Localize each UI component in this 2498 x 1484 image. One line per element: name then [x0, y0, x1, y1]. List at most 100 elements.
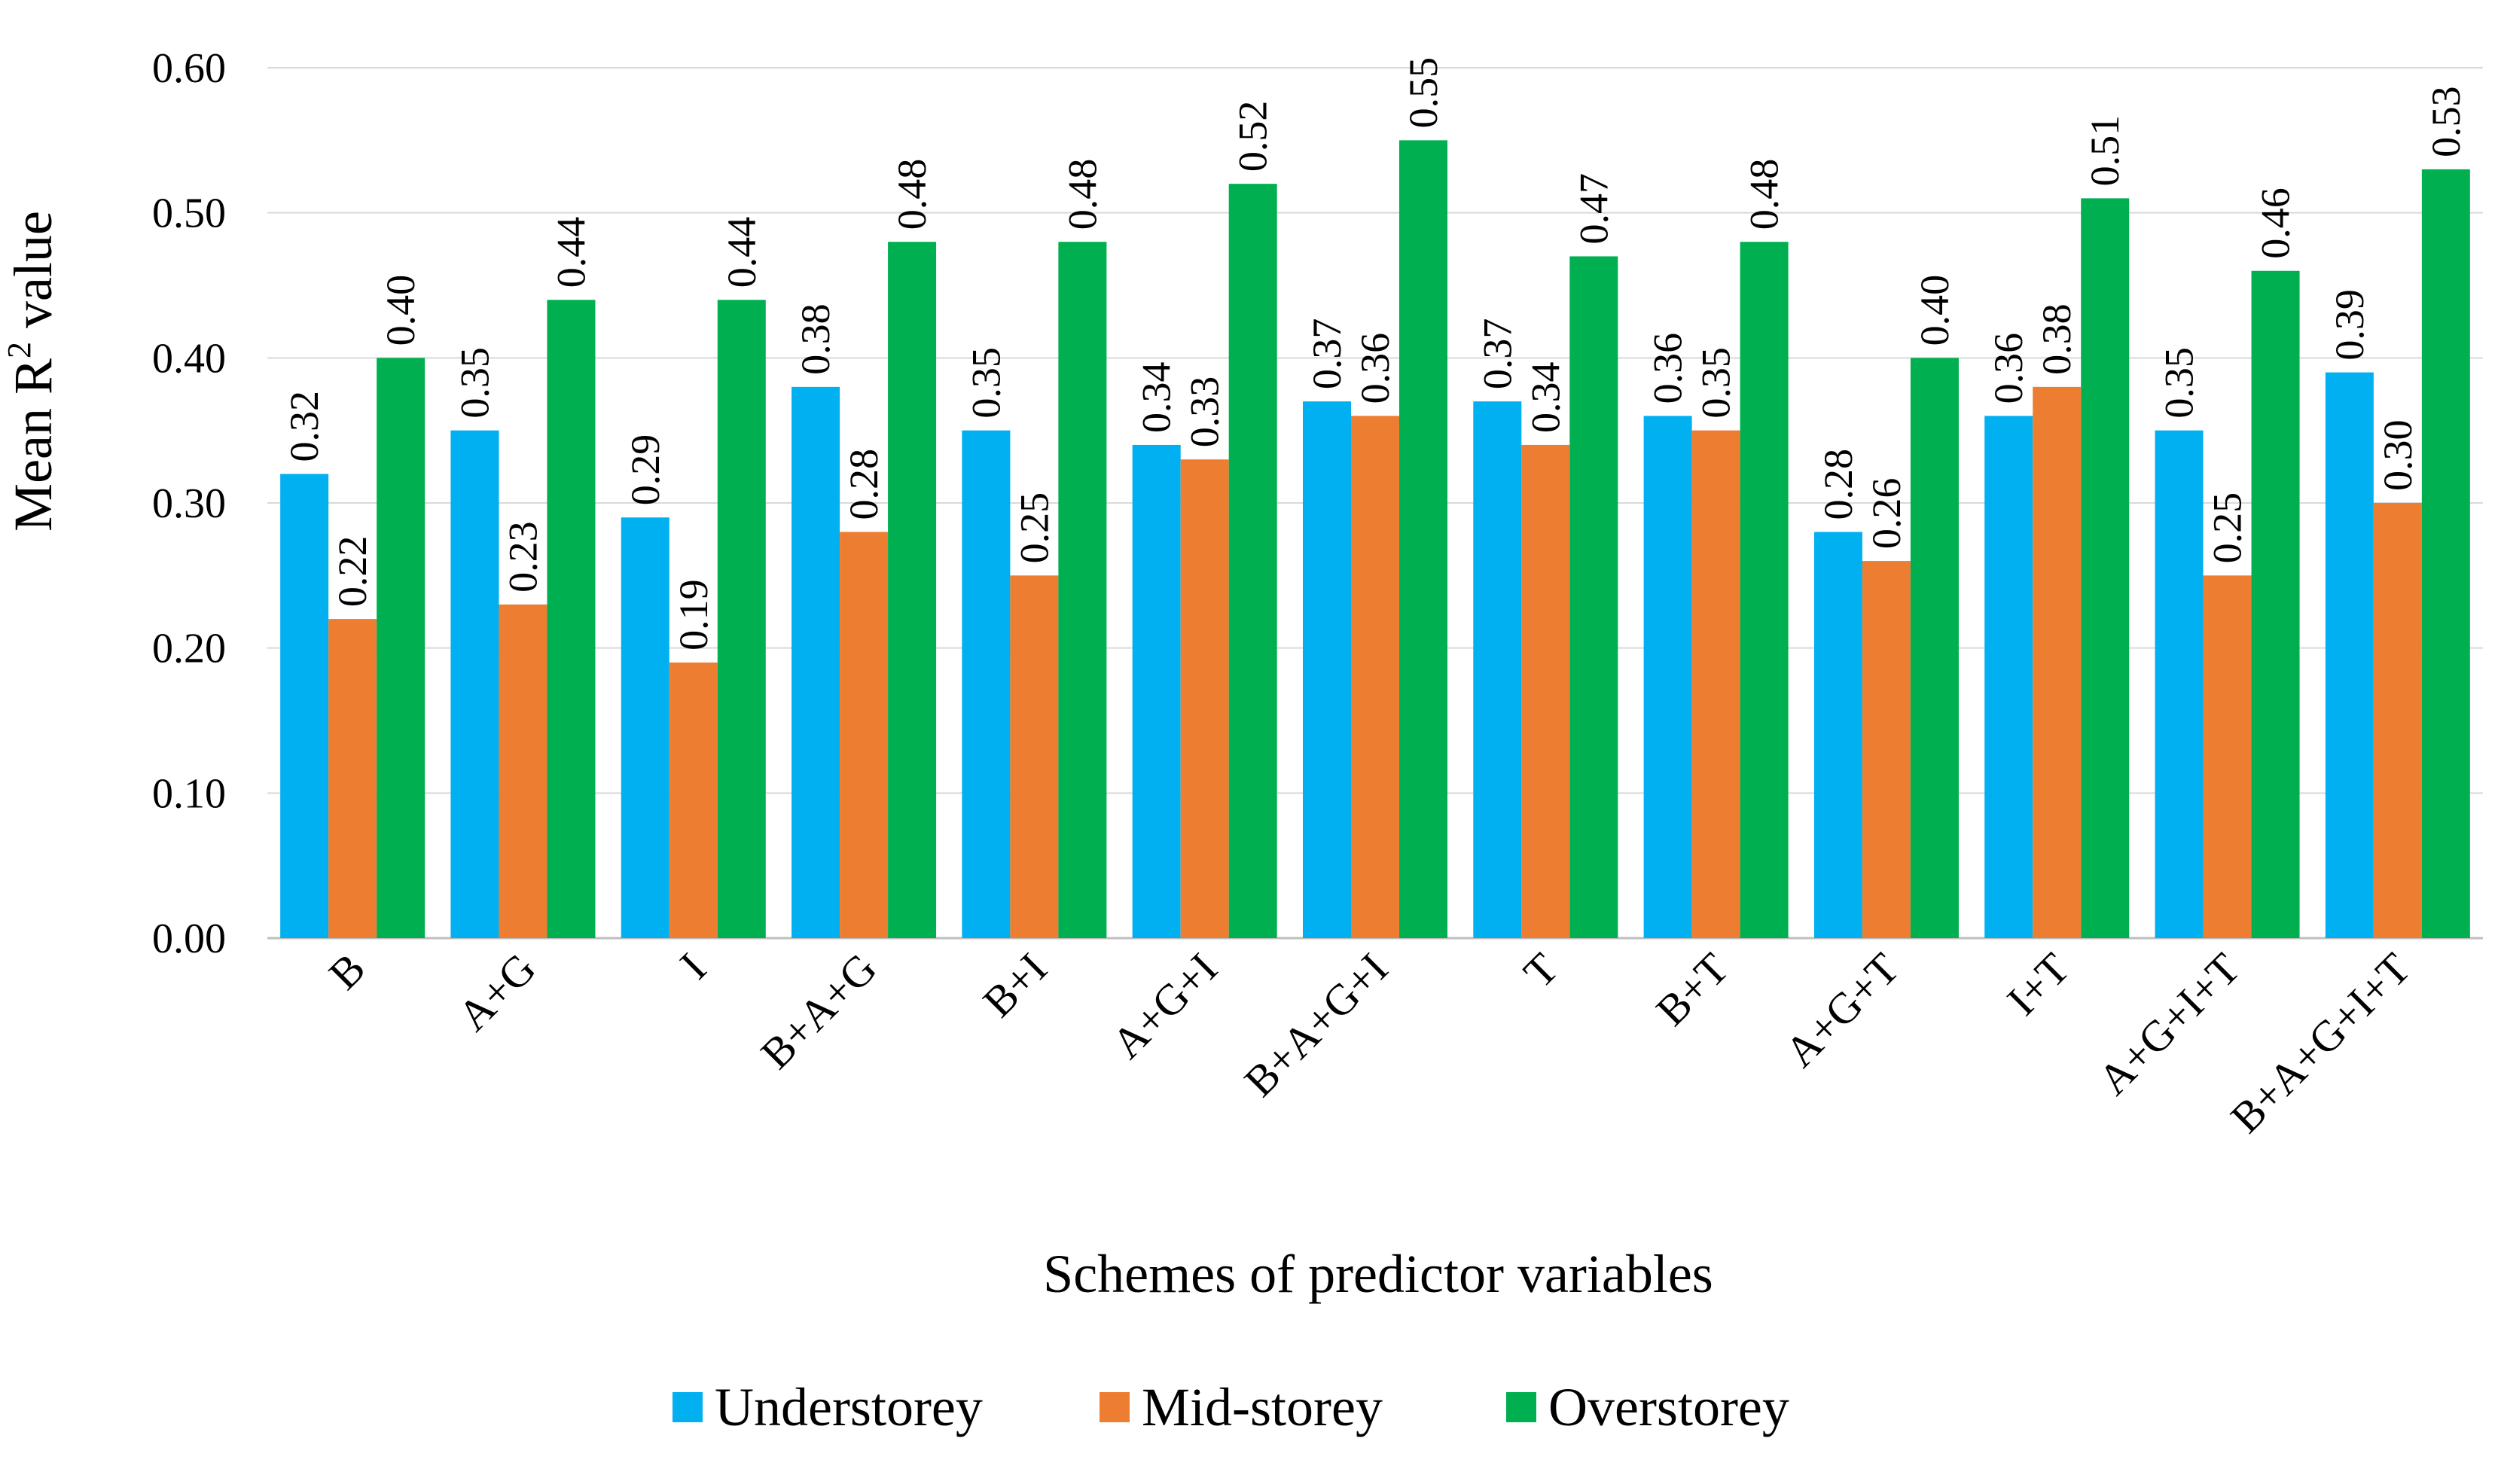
data-label: 0.44	[548, 217, 593, 288]
data-labels: 0.32 0.22 0.40 0.35 0.23 0.44 0.29 0.19 0.44 0.38…	[282, 57, 2469, 651]
x-tick-label: B+A+G+I	[1235, 943, 1398, 1106]
bar-understorey	[280, 474, 329, 938]
bar-overstorey	[1569, 256, 1618, 938]
data-label: 0.46	[2253, 187, 2298, 259]
data-label: 0.52	[1231, 101, 1276, 172]
bar-understorey	[1132, 444, 1181, 938]
x-tick-label: A+G+I	[1103, 943, 1227, 1068]
legend-label: Understorey	[715, 1377, 983, 1437]
bar-understorey	[1984, 416, 2033, 938]
bar-understorey	[2325, 372, 2374, 939]
data-label: 0.38	[2034, 303, 2079, 375]
bar-overstorey	[888, 242, 937, 938]
bar-overstorey	[1058, 242, 1107, 938]
bar-overstorey	[2251, 270, 2300, 938]
bar-mid-storey	[1521, 444, 1570, 938]
bar-understorey	[450, 430, 499, 938]
bar-overstorey	[547, 300, 596, 938]
bar-understorey	[2155, 430, 2204, 938]
data-label: 0.53	[2423, 86, 2469, 157]
bar-understorey	[1813, 532, 1862, 938]
bar-overstorey	[1399, 140, 1447, 938]
x-tick-label: A+G+T	[1776, 943, 1909, 1077]
data-label: 0.48	[1742, 159, 1787, 230]
y-tick-label: 0.40	[152, 335, 226, 382]
bar-mid-storey	[499, 604, 547, 938]
bar-mid-storey	[2033, 386, 2082, 938]
y-axis-title: Mean R2 value	[1, 211, 63, 532]
data-label: 0.38	[793, 303, 838, 375]
bar-overstorey	[1740, 242, 1789, 938]
bar-mid-storey	[1180, 459, 1229, 938]
bar-overstorey	[1910, 358, 1959, 938]
x-tick-label: A+G	[448, 943, 544, 1040]
legend-swatch-understorey	[673, 1392, 703, 1422]
bar-mid-storey	[1351, 416, 1399, 938]
data-label: 0.19	[671, 579, 716, 651]
x-tick-label: B+T	[1646, 943, 1738, 1035]
data-label: 0.37	[1304, 318, 1350, 390]
y-tick-label: 0.30	[152, 480, 226, 527]
bar-mid-storey	[1010, 575, 1059, 938]
legend-swatch-overstorey	[1506, 1392, 1536, 1422]
legend-swatch-mid-storey	[1100, 1392, 1130, 1422]
data-label: 0.39	[2327, 289, 2372, 361]
data-label: 0.35	[452, 347, 497, 419]
y-tick-label: 0.10	[152, 770, 226, 817]
data-label: 0.44	[719, 217, 764, 288]
bar-overstorey	[2081, 198, 2130, 938]
bar-overstorey	[1228, 184, 1277, 939]
data-label: 0.34	[1523, 361, 1568, 433]
data-label: 0.28	[841, 449, 886, 520]
bar-understorey	[621, 517, 669, 938]
data-label: 0.40	[378, 275, 423, 346]
legend-label: Mid-storey	[1142, 1377, 1383, 1437]
data-label: 0.30	[2375, 420, 2420, 492]
bar-understorey	[1473, 401, 1522, 938]
bar-mid-storey	[669, 662, 718, 938]
bar-mid-storey	[2203, 575, 2252, 938]
data-label: 0.37	[1475, 318, 1520, 389]
data-label: 0.48	[1060, 159, 1105, 230]
y-axis-title-tail: value	[3, 211, 63, 342]
bar-mid-storey	[1691, 430, 1740, 938]
data-label: 0.51	[2082, 115, 2127, 187]
x-tick-label: T	[1514, 943, 1567, 997]
data-label: 0.25	[2205, 492, 2250, 564]
bar-overstorey	[2421, 169, 2470, 938]
data-label: 0.25	[1011, 492, 1057, 564]
data-label: 0.36	[1986, 333, 2031, 404]
y-axis-ticks: 0.00 0.10 0.20 0.30 0.40 0.50 0.60	[152, 45, 226, 962]
y-tick-label: 0.00	[152, 916, 226, 962]
data-label: 0.22	[330, 536, 375, 607]
data-label: 0.33	[1182, 376, 1228, 448]
data-label: 0.36	[1646, 333, 1691, 404]
data-label: 0.35	[963, 347, 1008, 419]
bar-understorey	[1303, 401, 1351, 938]
data-label: 0.47	[1571, 173, 1616, 245]
data-label: 0.34	[1134, 361, 1179, 433]
bar-mid-storey	[840, 532, 889, 938]
x-tick-label: B	[319, 943, 374, 998]
data-label: 0.23	[500, 521, 545, 593]
data-label: 0.55	[1401, 57, 1446, 129]
data-label: 0.35	[2157, 347, 2202, 419]
data-label: 0.26	[1864, 478, 1909, 550]
bar-overstorey	[377, 358, 425, 938]
x-tick-label: I	[670, 943, 715, 989]
x-tick-label: B+A+G	[751, 943, 886, 1078]
bar-mid-storey	[1862, 561, 1911, 938]
y-tick-label: 0.50	[152, 190, 226, 237]
x-axis-title: Schemes of predictor variables	[1043, 1244, 1713, 1304]
x-tick-label: A+G+I+T	[2088, 943, 2249, 1104]
bar-overstorey	[717, 300, 766, 938]
y-tick-label: 0.60	[152, 45, 226, 92]
legend-label: Overstorey	[1548, 1377, 1789, 1437]
data-label: 0.36	[1353, 333, 1398, 404]
x-tick-label: B+I	[973, 943, 1056, 1026]
data-label: 0.35	[1694, 347, 1739, 419]
data-label: 0.48	[889, 159, 935, 230]
bar-understorey	[962, 430, 1011, 938]
x-axis-ticks: B A+G I B+A+G B+I A+G+I B+A+G+I T B+T A+G+T I+T A+G…	[319, 943, 2420, 1142]
